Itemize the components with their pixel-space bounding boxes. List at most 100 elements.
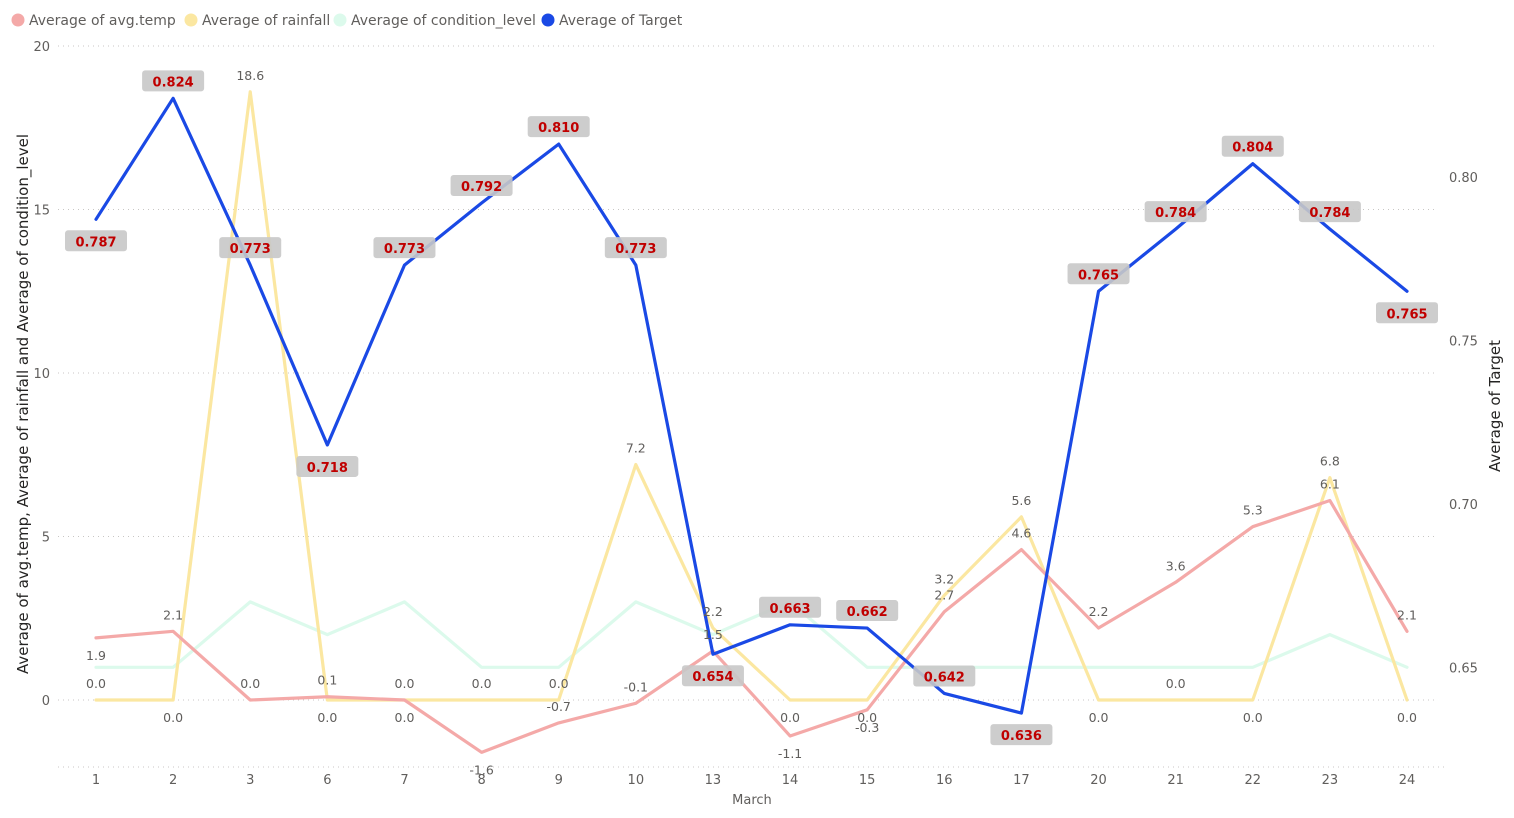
target-label-box bbox=[1221, 135, 1284, 157]
target-data-label: 0.784 bbox=[1155, 206, 1196, 221]
target-label-box bbox=[1067, 263, 1130, 285]
data-label: -1.6 bbox=[469, 762, 493, 777]
target-data-label: 0.663 bbox=[769, 602, 810, 617]
target-data-label: 0.824 bbox=[153, 75, 194, 90]
left-tick-label: 15 bbox=[33, 204, 50, 219]
target-data-label: 0.773 bbox=[230, 242, 271, 257]
legend-marker-0 bbox=[11, 13, 25, 27]
x-tick-label: 16 bbox=[936, 773, 953, 788]
data-label: 2.2 bbox=[703, 604, 723, 619]
data-label: 0.0 bbox=[1166, 676, 1186, 691]
legend-label: Average of avg.temp bbox=[29, 13, 176, 29]
target-label-box bbox=[296, 455, 359, 477]
x-tick-label: 6 bbox=[323, 773, 331, 788]
series-line-1 bbox=[94, 90, 1409, 702]
data-label: 1.9 bbox=[86, 648, 106, 663]
data-label: 1.5 bbox=[703, 627, 723, 642]
legend-label: Average of condition_level bbox=[351, 13, 536, 29]
x-tick-label: 20 bbox=[1090, 773, 1107, 788]
x-tick-label: 13 bbox=[705, 773, 722, 788]
target-data-label: 0.662 bbox=[847, 605, 888, 620]
data-label: -0.7 bbox=[547, 699, 571, 714]
target-data-label: 0.773 bbox=[384, 242, 425, 257]
data-label: 6.1 bbox=[1320, 477, 1340, 492]
target-label-box bbox=[990, 724, 1053, 746]
right-tick-label: 0.80 bbox=[1449, 171, 1478, 186]
x-tick-label: 21 bbox=[1167, 773, 1184, 788]
target-data-label: 0.810 bbox=[538, 121, 579, 136]
target-data-label: 0.718 bbox=[307, 461, 348, 476]
data-label: 0.0 bbox=[317, 710, 337, 725]
data-label: 5.3 bbox=[1243, 503, 1263, 518]
target-data-label: 0.804 bbox=[1232, 141, 1273, 156]
x-tick-label: 24 bbox=[1399, 773, 1416, 788]
x-tick-label: 10 bbox=[628, 773, 645, 788]
data-label: 0.0 bbox=[1089, 710, 1109, 725]
data-label: 0.0 bbox=[1397, 710, 1417, 725]
target-label-box bbox=[65, 230, 127, 252]
data-label: 4.6 bbox=[1011, 526, 1031, 541]
legend-marker-3 bbox=[541, 13, 555, 27]
data-label: 0.0 bbox=[780, 710, 800, 725]
data-label: 0.0 bbox=[163, 710, 183, 725]
legend-label: Average of Target bbox=[559, 13, 683, 29]
x-tick-label: 22 bbox=[1244, 773, 1261, 788]
target-label-box bbox=[681, 665, 744, 687]
data-label: 6.8 bbox=[1320, 454, 1340, 469]
right-tick-label: 0.70 bbox=[1449, 498, 1478, 513]
series-line-0 bbox=[94, 498, 1409, 754]
left-axis-ticks: 0 5 10 15 20 bbox=[33, 40, 50, 709]
data-label: -0.1 bbox=[624, 679, 648, 694]
x-tick-label: 1 bbox=[92, 773, 100, 788]
data-label: 0.0 bbox=[1243, 710, 1263, 725]
legend-label: Average of rainfall bbox=[202, 13, 330, 29]
x-tick-label: 9 bbox=[555, 773, 563, 788]
data-label: 0.0 bbox=[472, 676, 492, 691]
legend: Average of avg.temp Average of rainfall Av… bbox=[11, 13, 683, 29]
series-lines bbox=[94, 90, 1409, 754]
x-tick-label: 15 bbox=[859, 773, 876, 788]
target-label-box bbox=[1376, 302, 1438, 324]
target-data-label: 0.784 bbox=[1309, 206, 1350, 221]
left-tick-label: 5 bbox=[42, 531, 50, 546]
target-data-label: 0.765 bbox=[1386, 307, 1427, 322]
left-tick-label: 10 bbox=[33, 367, 50, 382]
target-label-box bbox=[373, 237, 436, 259]
data-label: 0.1 bbox=[317, 673, 337, 688]
data-label: -0.3 bbox=[855, 720, 879, 735]
target-label-box bbox=[913, 665, 976, 687]
data-label: 0.0 bbox=[857, 710, 877, 725]
legend-marker-1 bbox=[184, 13, 198, 27]
data-label: 18.6 bbox=[236, 68, 264, 83]
target-data-label: 0.654 bbox=[692, 670, 733, 685]
data-label: 0.0 bbox=[549, 676, 569, 691]
target-label-box bbox=[836, 600, 899, 622]
right-tick-label: 0.75 bbox=[1449, 334, 1478, 349]
x-tick-label: 7 bbox=[400, 773, 408, 788]
target-data-label: 0.792 bbox=[461, 180, 502, 195]
target-label-box bbox=[219, 237, 282, 259]
target-data-label: 0.787 bbox=[75, 235, 116, 250]
data-label: 2.1 bbox=[163, 607, 183, 622]
x-axis-title: March bbox=[732, 793, 772, 808]
x-tick-label: 14 bbox=[782, 773, 799, 788]
data-label: 2.1 bbox=[1397, 607, 1417, 622]
left-axis-title: Average of avg.temp, Average of rainfall… bbox=[14, 134, 33, 674]
x-axis: 1 2 3 6 7 8 9 10 13 14 15 16 17 20 21 22 23 24 bbox=[58, 766, 1446, 788]
x-tick-label: 3 bbox=[246, 773, 254, 788]
target-label-box bbox=[450, 174, 513, 196]
data-label: -1.1 bbox=[778, 746, 802, 761]
target-label-box bbox=[604, 237, 667, 259]
x-tick-label: 2 bbox=[169, 773, 177, 788]
x-tick-label: 23 bbox=[1322, 773, 1339, 788]
right-tick-label: 0.65 bbox=[1449, 661, 1478, 676]
legend-marker-2 bbox=[333, 13, 347, 27]
target-label-box bbox=[527, 116, 590, 138]
data-label: 0.0 bbox=[395, 676, 415, 691]
right-axis-title: Average of Target bbox=[1486, 340, 1504, 472]
x-tick-label: 8 bbox=[477, 773, 485, 788]
series-line-2 bbox=[94, 600, 1409, 669]
data-label: 3.2 bbox=[934, 571, 954, 586]
data-label: 0.0 bbox=[86, 676, 106, 691]
